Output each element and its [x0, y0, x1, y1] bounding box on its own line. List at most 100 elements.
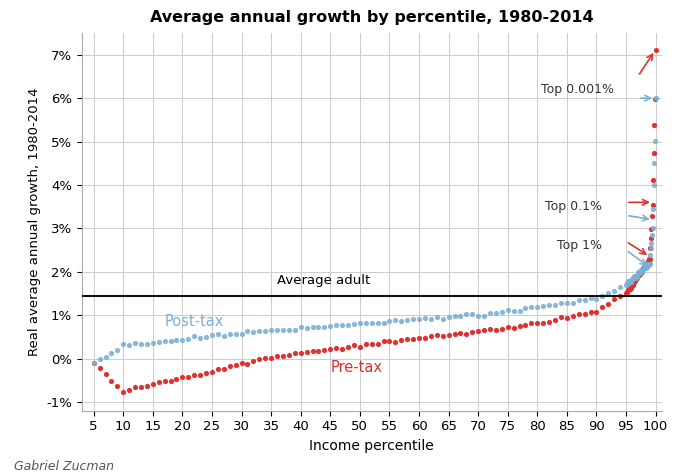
Point [313, 347, 324, 355]
Point [466, 311, 477, 318]
Point [640, 264, 651, 271]
Point [630, 274, 641, 282]
Point [644, 256, 655, 263]
Point [628, 274, 639, 282]
Point [136, 384, 147, 391]
Point [189, 332, 200, 340]
Point [307, 323, 318, 331]
Point [597, 303, 608, 311]
Point [390, 317, 401, 324]
Point [118, 388, 129, 396]
Point [437, 315, 448, 323]
Point [408, 315, 419, 323]
Point [623, 285, 634, 292]
Point [171, 375, 182, 382]
Point [642, 262, 653, 270]
Point [502, 306, 513, 314]
Point [384, 337, 395, 345]
X-axis label: Income percentile: Income percentile [310, 439, 434, 453]
Point [636, 266, 647, 274]
Point [639, 263, 650, 271]
Point [647, 231, 657, 238]
Point [484, 309, 495, 317]
Point [638, 263, 649, 271]
Point [301, 348, 312, 356]
Point [408, 336, 419, 343]
Point [455, 312, 466, 320]
Point [106, 349, 117, 357]
Point [642, 257, 653, 264]
Point [426, 315, 436, 323]
Point [649, 181, 659, 188]
Point [100, 353, 111, 361]
Point [625, 277, 636, 285]
Point [313, 323, 324, 331]
Point [640, 263, 651, 270]
Point [634, 271, 644, 279]
Point [640, 262, 651, 270]
Point [295, 350, 306, 357]
Point [123, 341, 134, 349]
Point [212, 330, 223, 337]
Point [342, 343, 353, 351]
Point [646, 225, 657, 233]
Point [632, 273, 642, 281]
Point [189, 371, 200, 379]
Point [419, 334, 430, 341]
Point [360, 319, 371, 327]
Point [473, 312, 484, 320]
Point [621, 290, 632, 297]
Point [585, 309, 596, 316]
Point [461, 330, 472, 337]
Point [638, 264, 649, 272]
Point [637, 264, 648, 272]
Point [242, 328, 253, 335]
Text: Pre-tax: Pre-tax [330, 360, 383, 375]
Point [636, 267, 647, 274]
Point [635, 269, 646, 277]
Point [183, 335, 194, 343]
Point [112, 382, 123, 390]
Point [622, 279, 633, 287]
Point [372, 340, 383, 348]
Point [643, 261, 654, 268]
Point [634, 269, 644, 277]
Point [378, 320, 389, 327]
Point [248, 328, 259, 336]
Point [159, 378, 170, 385]
Point [520, 321, 531, 329]
Point [634, 270, 645, 278]
Point [278, 326, 288, 333]
Point [633, 271, 644, 278]
Y-axis label: Real average annual growth, 1980-2014: Real average annual growth, 1980-2014 [28, 88, 41, 356]
Point [633, 269, 644, 276]
Point [218, 332, 229, 339]
Point [526, 303, 537, 311]
Point [640, 263, 651, 271]
Point [626, 277, 637, 284]
Point [538, 302, 549, 309]
Point [614, 283, 625, 291]
Point [636, 267, 647, 274]
Point [419, 314, 430, 322]
Point [260, 328, 271, 335]
Text: Top 0.001%: Top 0.001% [542, 83, 614, 96]
Point [614, 293, 625, 300]
Point [640, 261, 651, 269]
Point [490, 310, 501, 317]
Point [532, 303, 543, 311]
Point [319, 346, 330, 354]
Point [550, 302, 561, 309]
Point [591, 308, 602, 316]
Point [514, 307, 525, 315]
Point [426, 332, 436, 340]
Point [106, 377, 117, 384]
Point [627, 281, 638, 289]
Point [623, 280, 634, 287]
Point [183, 373, 194, 381]
Point [637, 266, 648, 273]
Point [544, 302, 554, 309]
Point [556, 299, 567, 307]
Point [585, 295, 596, 302]
Point [473, 328, 484, 335]
